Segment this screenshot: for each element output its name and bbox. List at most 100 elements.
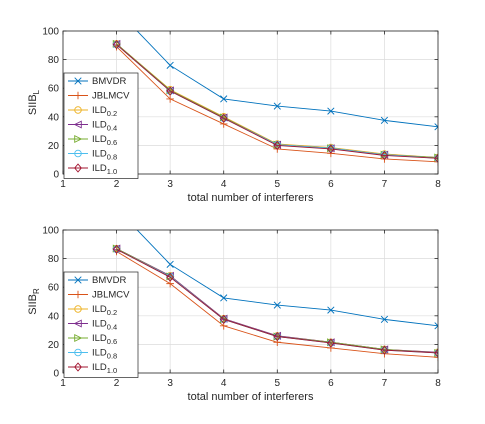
legend-entry: ILD0.6 [68,134,117,147]
x-tick-label: 2 [114,179,120,190]
y-tick-label: 40 [48,112,60,123]
data-point [112,39,121,50]
data-point [113,205,120,212]
legend-entry: ILD0.6 [68,333,117,346]
x-tick-label: 6 [328,179,334,190]
data-point [273,140,282,150]
y-tick-label: 80 [48,55,60,66]
data-point [380,315,389,323]
legend-marker [73,319,82,328]
axes-box [62,229,439,374]
x-axis-title: total number of interferers [188,192,314,204]
y-tick-label: 40 [48,311,60,322]
data-point [166,86,175,96]
legend-marker [74,333,83,343]
y-tick-label: 60 [48,84,60,95]
legend-entry: ILD1.0 [68,362,117,375]
y-tick-label: 0 [53,369,59,380]
data-point [166,61,174,69]
x-tick-label: 7 [382,378,388,389]
y-axis-title: SIIBR [27,288,41,315]
y-tick-label: 100 [42,27,59,38]
data-point [434,158,438,166]
data-point [166,260,174,268]
legend-entry: ILD0.2 [68,105,117,118]
x-tick-label: 5 [275,179,281,190]
x-tick-label: 1 [60,179,66,190]
x-tick-label: 2 [114,378,120,389]
data-point [219,113,228,123]
series-line [116,43,438,159]
data-point [166,95,174,103]
legend-label: ILD0.4 [92,319,117,332]
data-point [434,123,438,131]
data-point [273,102,281,110]
legend-label: ILD0.8 [92,149,117,162]
y-tick-label: 20 [48,340,60,351]
legend-entry: JBLMCV [68,290,130,301]
legend-entry: BMVDR [68,76,126,87]
legend-entry: ILD0.8 [68,348,117,361]
data-point [327,107,335,115]
series-ild1-0 [112,39,438,163]
data-point [112,244,121,254]
data-point [380,345,389,355]
axes-box [62,30,439,175]
series-line [116,248,438,354]
data-point [380,150,389,161]
legend-label: ILD0.8 [92,348,117,361]
y-tick-label: 20 [48,141,60,152]
legend-label: ILD0.2 [92,105,117,118]
x-tick-label: 5 [275,378,281,389]
x-tick-label: 1 [60,378,66,389]
legend-marker [74,77,82,85]
legend-label: ILD0.4 [92,120,117,133]
legend-label: ILD0.6 [92,134,117,147]
data-point [273,331,282,342]
data-series-group [112,6,438,166]
legend-marker [74,362,82,372]
series-bmvdr [113,6,438,131]
legend-marker [74,348,82,357]
legend-marker [73,120,82,129]
data-point [327,306,335,314]
data-point [434,353,438,362]
data-point [220,95,228,103]
data-point [326,338,335,348]
legend-entry: BMVDR [68,275,126,286]
y-tick-label: 100 [42,226,59,237]
data-point [434,348,438,358]
y-tick-label: 60 [48,283,60,294]
legend-entry: ILD0.8 [68,149,117,162]
y-tick-label: 0 [53,170,59,181]
series-bmvdr [113,205,438,330]
data-point [273,301,281,309]
x-tick-label: 7 [382,179,388,190]
legend-entry: ILD0.4 [68,319,117,332]
legend-marker [74,290,82,299]
legend-entry: ILD1.0 [68,163,117,176]
data-point [326,144,335,154]
data-point [113,6,120,13]
data-series-group [112,205,438,362]
x-tick-label: 4 [221,378,227,389]
data-point [166,272,175,282]
legend-label: BMVDR [92,76,126,87]
legend-label: JBLMCV [92,290,130,301]
x-tick-label: 6 [328,378,334,389]
series-line [116,44,438,159]
legend-marker [74,276,82,284]
legend-label: ILD1.0 [92,362,117,375]
legend-label: JBLMCV [92,91,130,102]
legend-entry: ILD0.2 [68,304,117,317]
data-point [219,314,228,324]
x-tick-label: 8 [435,179,441,190]
legend-label: BMVDR [92,275,126,286]
